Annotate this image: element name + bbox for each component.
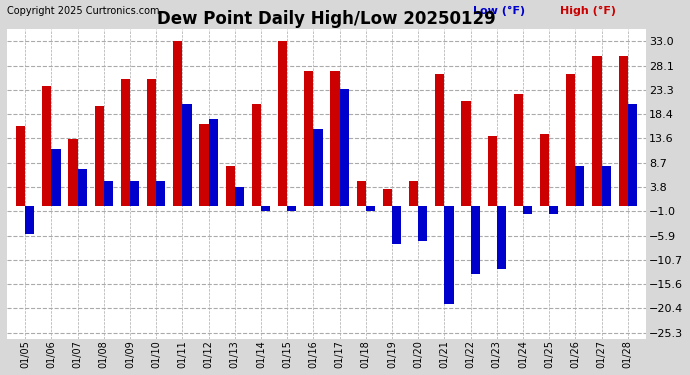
Bar [339, 88, 348, 206]
Bar [313, 129, 322, 206]
Bar [226, 166, 235, 206]
Bar [497, 206, 506, 268]
Bar [156, 181, 166, 206]
Bar [575, 166, 584, 206]
Bar [435, 74, 444, 206]
Bar [444, 206, 453, 304]
Bar [235, 187, 244, 206]
Bar [566, 74, 575, 206]
Bar [392, 206, 401, 244]
Bar [68, 139, 78, 206]
Bar [16, 126, 26, 206]
Bar [366, 206, 375, 211]
Bar [462, 101, 471, 206]
Bar [147, 79, 156, 206]
Bar [383, 189, 392, 206]
Title: Dew Point Daily High/Low 20250129: Dew Point Daily High/Low 20250129 [157, 10, 496, 28]
Bar [121, 79, 130, 206]
Bar [304, 71, 313, 206]
Text: High (°F): High (°F) [560, 6, 615, 16]
Bar [95, 106, 104, 206]
Bar [540, 134, 549, 206]
Bar [549, 206, 558, 214]
Bar [182, 104, 192, 206]
Bar [208, 118, 218, 206]
Text: Low (°F): Low (°F) [473, 6, 526, 16]
Bar [418, 206, 427, 241]
Bar [278, 41, 287, 206]
Bar [78, 169, 87, 206]
Bar [592, 56, 602, 206]
Bar [514, 94, 523, 206]
Bar [471, 206, 480, 274]
Bar [488, 136, 497, 206]
Bar [628, 104, 637, 206]
Bar [42, 86, 52, 206]
Bar [26, 206, 34, 234]
Bar [618, 56, 628, 206]
Bar [130, 181, 139, 206]
Bar [523, 206, 532, 214]
Bar [104, 181, 113, 206]
Bar [261, 206, 270, 211]
Bar [252, 104, 261, 206]
Bar [357, 181, 366, 206]
Text: Copyright 2025 Curtronics.com: Copyright 2025 Curtronics.com [7, 6, 159, 16]
Bar [287, 206, 297, 211]
Bar [52, 148, 61, 206]
Bar [199, 124, 208, 206]
Bar [409, 181, 418, 206]
Bar [602, 166, 611, 206]
Bar [173, 41, 182, 206]
Bar [331, 71, 339, 206]
